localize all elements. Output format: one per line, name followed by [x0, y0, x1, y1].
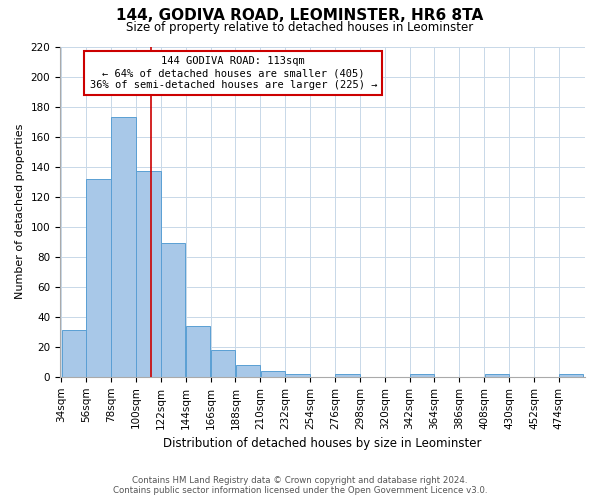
Text: Size of property relative to detached houses in Leominster: Size of property relative to detached ho… [127, 21, 473, 34]
Bar [236, 365, 260, 377]
Y-axis label: Number of detached properties: Number of detached properties [15, 124, 25, 300]
Bar [112, 117, 136, 377]
Bar [260, 371, 285, 377]
Text: 144 GODIVA ROAD: 113sqm
← 64% of detached houses are smaller (405)
36% of semi-d: 144 GODIVA ROAD: 113sqm ← 64% of detache… [89, 56, 377, 90]
Bar [485, 374, 509, 377]
Bar [211, 350, 235, 377]
Bar [335, 374, 359, 377]
Text: 144, GODIVA ROAD, LEOMINSTER, HR6 8TA: 144, GODIVA ROAD, LEOMINSTER, HR6 8TA [116, 8, 484, 22]
Bar [161, 243, 185, 377]
Bar [559, 374, 583, 377]
Bar [186, 326, 210, 377]
X-axis label: Distribution of detached houses by size in Leominster: Distribution of detached houses by size … [163, 437, 482, 450]
Bar [410, 374, 434, 377]
Bar [136, 171, 161, 377]
Text: Contains HM Land Registry data © Crown copyright and database right 2024.
Contai: Contains HM Land Registry data © Crown c… [113, 476, 487, 495]
Bar [62, 330, 86, 377]
Bar [86, 178, 111, 377]
Bar [286, 374, 310, 377]
